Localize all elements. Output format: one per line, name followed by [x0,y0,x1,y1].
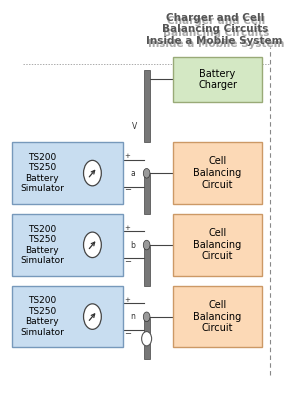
Text: Charger and Cell
Balancing Circuits
Inside a Mobile System: Charger and Cell Balancing Circuits Insi… [148,16,284,49]
Text: −: − [124,257,131,266]
Bar [144,70,150,142]
Text: Charger and Cell
Balancing Circuits
Inside a Mobile System: Charger and Cell Balancing Circuits Insi… [147,13,283,46]
Bar [173,142,262,204]
Text: Cell
Balancing
Circuit: Cell Balancing Circuit [193,300,242,333]
Text: −: − [124,185,131,194]
Text: b: b [130,240,135,250]
Text: +: + [124,297,130,303]
Bar [144,174,150,214]
Text: TS200
TS250
Battery
Simulator: TS200 TS250 Battery Simulator [20,296,64,337]
Text: Battery
Charger: Battery Charger [198,69,237,90]
Circle shape [141,332,152,346]
Text: +: + [124,225,130,231]
Text: −: − [124,329,131,338]
Circle shape [143,168,150,178]
Bar [144,246,150,286]
Text: V: V [131,122,137,131]
Bar [173,56,262,102]
Text: Cell
Balancing
Circuit: Cell Balancing Circuit [193,156,242,190]
Bar [12,214,123,276]
Circle shape [143,240,150,250]
Text: TS200
TS250
Battery
Simulator: TS200 TS250 Battery Simulator [20,153,64,193]
Bar [173,286,262,348]
Bar [12,142,123,204]
Bar [12,286,123,348]
Circle shape [83,160,101,186]
Bar [173,214,262,276]
Circle shape [143,312,150,322]
Text: Cell
Balancing
Circuit: Cell Balancing Circuit [193,228,242,262]
Circle shape [83,304,101,329]
Text: n: n [130,312,135,321]
Circle shape [83,232,101,258]
Bar [144,318,150,360]
Text: TS200
TS250
Battery
Simulator: TS200 TS250 Battery Simulator [20,225,64,265]
Text: a: a [130,169,135,178]
Text: +: + [124,153,130,159]
